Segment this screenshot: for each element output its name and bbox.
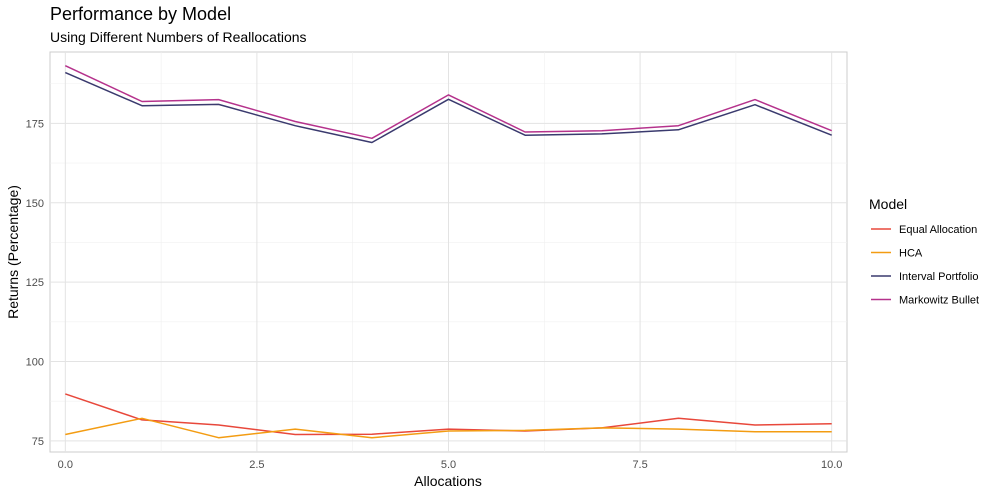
x-axis-title: Allocations — [414, 473, 482, 489]
x-tick-label: 5.0 — [441, 459, 456, 471]
y-tick-label: 150 — [26, 198, 44, 210]
series-line — [65, 417, 832, 439]
series-lines — [64, 65, 832, 439]
legend-label: HCA — [899, 248, 923, 260]
grid-lines — [50, 52, 847, 452]
y-axis-ticks: 75 100 125 150 175 — [26, 118, 44, 447]
y-tick-label: 100 — [26, 357, 44, 369]
legend-label: Equal Allocation — [899, 224, 977, 236]
x-tick-label: 2.5 — [249, 459, 264, 471]
y-tick-label: 75 — [32, 436, 44, 448]
series-line — [65, 393, 832, 436]
series-line — [65, 71, 832, 144]
y-axis-title: Returns (Percentage) — [5, 185, 21, 319]
y-tick-label: 125 — [26, 277, 44, 289]
x-axis-ticks: 0.0 2.5 5.0 7.5 10.0 — [58, 459, 843, 471]
x-tick-label: 7.5 — [632, 459, 647, 471]
series-line — [64, 65, 832, 140]
x-tick-label: 0.0 — [58, 459, 73, 471]
legend: Equal Allocation HCA Interval Portfolio Mar… — [871, 224, 979, 307]
chart-subtitle: Using Different Numbers of Reallocations — [50, 29, 307, 45]
x-tick-label: 10.0 — [821, 459, 842, 471]
legend-label: Interval Portfolio — [899, 271, 978, 283]
legend-label: Markowitz Bullet — [899, 295, 979, 307]
chart-title: Performance by Model — [50, 4, 232, 24]
legend-title: Model — [869, 196, 907, 212]
y-tick-label: 175 — [26, 118, 44, 130]
